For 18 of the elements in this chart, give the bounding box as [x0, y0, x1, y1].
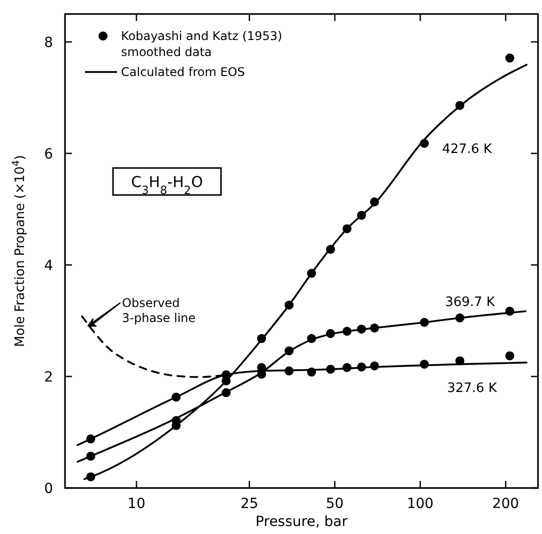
- x-tick-label: 200: [492, 496, 520, 512]
- x-tick-label: 25: [240, 496, 258, 512]
- annotation: C$_{3}$H$_{8}$-H$_{2}$O: [131, 173, 203, 196]
- y-tick-label: 6: [44, 146, 54, 162]
- y-tick-label: 4: [44, 258, 54, 274]
- annotation: 427.6 K: [442, 142, 492, 157]
- y-tick-label: 8: [44, 34, 53, 51]
- legend-label: Kobayashi and Katz (1953) smoothed data: [121, 29, 282, 59]
- annotation: 327.6 K: [447, 381, 498, 396]
- x-axis-title: Pressure, bar: [256, 514, 348, 530]
- x-tick-label: 100: [406, 496, 434, 512]
- x-tick-label: 50: [326, 496, 344, 512]
- annotation: 369.7 K: [445, 295, 496, 310]
- legend-label: Calculated from EOS: [121, 65, 245, 79]
- x-tick-label: 10: [128, 496, 146, 512]
- y-tick-label: 0: [44, 481, 53, 497]
- annotation: Observed 3-phase line: [122, 296, 196, 325]
- y-tick-label: 2: [44, 369, 53, 386]
